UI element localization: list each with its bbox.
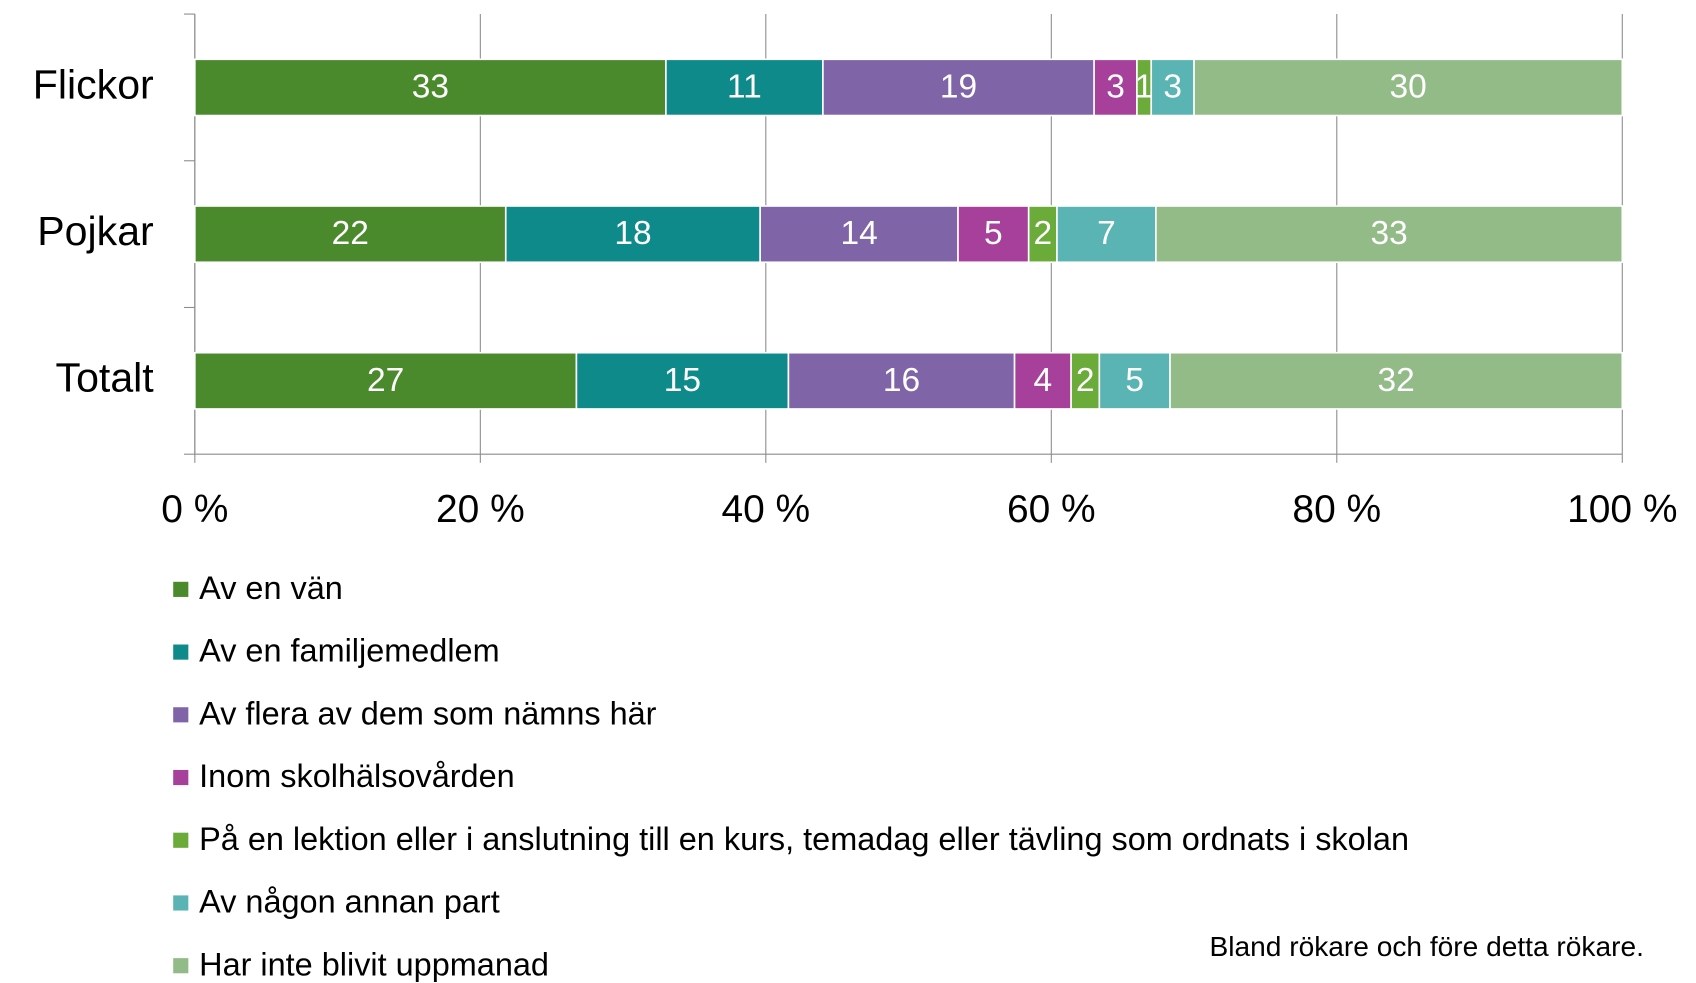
data-label: 22	[332, 215, 369, 252]
data-label: 16	[883, 362, 920, 399]
category-label: Pojkar	[37, 208, 153, 254]
x-tick-label: 100 %	[1567, 488, 1677, 531]
data-label: 2	[1034, 215, 1053, 252]
category-label: Flickor	[33, 61, 154, 107]
legend-swatch	[173, 958, 189, 974]
legend-label: Av flera av dem som nämns här	[199, 695, 657, 731]
bar-segment	[822, 58, 1095, 117]
bar-segment	[194, 351, 578, 410]
bar-segment	[1155, 205, 1624, 264]
legend-swatch	[173, 707, 189, 723]
legend-swatch	[173, 769, 189, 786]
bar-segment	[665, 58, 824, 117]
data-label: 30	[1390, 68, 1427, 105]
annotation: Bland rökare och före detta rökare.	[1210, 931, 1644, 962]
x-tick-label: 40 %	[721, 488, 810, 531]
legend-label: Av en familjemedlem	[199, 633, 499, 669]
data-label: 33	[1370, 215, 1407, 252]
legend-label: Har inte blivit uppmanad	[199, 946, 549, 982]
bar-segment	[1169, 351, 1624, 410]
data-label: 33	[412, 68, 449, 105]
bar-segment	[1027, 205, 1058, 264]
data-label: 5	[984, 215, 1003, 252]
legend-label: Av någon annan part	[199, 884, 500, 920]
bar-segment	[194, 58, 667, 117]
data-label: 15	[664, 362, 701, 399]
x-tick-label: 60 %	[1007, 488, 1096, 531]
data-label: 1	[1135, 68, 1154, 105]
data-label: 5	[1125, 362, 1144, 399]
bar-segment	[1056, 205, 1157, 264]
bar-segment	[575, 351, 790, 410]
legend-swatch	[173, 895, 189, 911]
data-label: 11	[727, 68, 762, 105]
bar-segment	[1098, 351, 1171, 410]
bar-segment	[1193, 58, 1624, 117]
x-tick-label: 20 %	[436, 488, 525, 531]
data-label: 2	[1076, 362, 1095, 399]
bar-segment	[1070, 351, 1101, 410]
x-tick-label: 0 %	[161, 488, 228, 531]
legend-swatch	[173, 644, 189, 660]
bar-segment	[1150, 58, 1195, 117]
legend-label: Inom skolhälsovården	[199, 758, 515, 794]
data-label: 4	[1034, 362, 1053, 399]
data-label: 3	[1106, 68, 1125, 105]
bar-segment	[194, 205, 507, 264]
data-label: 27	[367, 362, 404, 399]
legend-label: På en lektion eller i anslutning till en…	[199, 821, 1409, 857]
data-label: 32	[1378, 362, 1415, 399]
category-label: Totalt	[56, 355, 155, 401]
legend-swatch	[173, 832, 189, 848]
bar-segment	[787, 351, 1016, 410]
bar-segment	[504, 205, 761, 264]
data-label: 14	[840, 215, 877, 252]
bar-segment	[957, 205, 1030, 264]
legend-swatch	[173, 581, 189, 597]
bar-segment	[759, 205, 959, 264]
data-label: 19	[940, 68, 977, 105]
x-tick-label: 80 %	[1292, 488, 1381, 531]
data-label: 3	[1163, 68, 1182, 105]
data-label: 18	[614, 215, 651, 252]
data-label: 7	[1097, 215, 1116, 252]
legend-label: Av en vän	[199, 570, 343, 606]
bar-segment	[1093, 58, 1138, 117]
